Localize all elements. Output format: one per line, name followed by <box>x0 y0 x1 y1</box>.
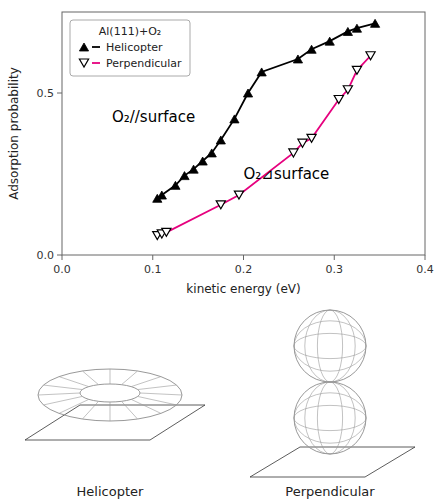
x-tick-label: 0.2 <box>235 263 253 276</box>
sphere-outline <box>294 382 366 454</box>
data-point <box>257 68 266 76</box>
plot-frame <box>62 12 425 255</box>
legend-label: Perpendicular <box>106 57 182 70</box>
data-point <box>171 181 180 189</box>
data-point <box>352 24 361 32</box>
y-tick-label: 0.0 <box>37 249 55 262</box>
data-point <box>207 149 216 157</box>
illustration-caption: Helicopter <box>77 484 144 499</box>
x-tick <box>334 255 335 260</box>
data-point <box>343 86 352 94</box>
data-point <box>157 191 166 199</box>
y-tick <box>57 93 62 94</box>
data-point <box>216 201 225 209</box>
data-point <box>189 165 198 173</box>
data-point <box>230 115 239 123</box>
x-tick <box>243 255 244 260</box>
x-tick-label: 0.4 <box>416 263 434 276</box>
data-point <box>162 228 171 236</box>
data-point <box>366 52 375 60</box>
data-point <box>307 134 316 142</box>
torus-mesh <box>131 399 161 413</box>
data-point <box>307 45 316 53</box>
torus-hole <box>80 384 140 402</box>
x-tick-label: 0.1 <box>144 263 162 276</box>
sphere-outline <box>294 310 366 382</box>
x-tick-label: 0.0 <box>53 263 71 276</box>
series-line <box>157 56 370 236</box>
illustration-caption: Perpendicular <box>285 484 375 499</box>
data-point <box>180 172 189 180</box>
sphere-mesh <box>305 310 355 382</box>
y-tick <box>57 255 62 256</box>
torus-mesh <box>131 377 161 387</box>
torus-mesh <box>38 393 80 395</box>
x-tick <box>425 255 426 260</box>
legend-line <box>92 46 100 48</box>
x-tick <box>152 255 153 260</box>
legend: Al(111)+O₂ Helicopter Perpendicular <box>70 20 190 76</box>
legend-label: Helicopter <box>106 41 163 54</box>
sphere-mesh <box>305 382 355 454</box>
x-axis-label: kinetic energy (eV) <box>186 282 300 296</box>
y-tick-label: 0.5 <box>37 87 55 100</box>
y-axis-label: Adsorption probability <box>7 67 21 200</box>
floor <box>250 447 415 477</box>
data-point <box>352 66 361 74</box>
data-point <box>334 95 343 103</box>
legend-title: Al(111)+O₂ <box>99 25 161 38</box>
data-point <box>293 55 302 63</box>
data-point <box>325 37 334 45</box>
x-tick-label: 0.3 <box>326 263 344 276</box>
x-tick <box>62 255 63 260</box>
torus-mesh <box>121 401 137 419</box>
data-point <box>216 136 225 144</box>
torus-mesh <box>59 377 89 387</box>
torus-mesh <box>140 393 182 395</box>
torus-mesh <box>138 396 177 405</box>
torus-mesh <box>82 371 98 385</box>
chart: 0.0 0.1 0.2 0.3 0.4 0.0 0.5 kinetic energy (eV)… <box>0 0 440 504</box>
torus-mesh <box>110 402 111 421</box>
data-point <box>298 139 307 147</box>
data-point <box>343 27 352 35</box>
torus-mesh <box>110 369 111 384</box>
annotation: O₂//surface <box>112 108 195 126</box>
torus-mesh <box>59 399 89 413</box>
legend-symbol <box>79 43 88 51</box>
torus-mesh <box>43 385 82 390</box>
data-point <box>289 149 298 157</box>
illustrations: Helicopter Perpendicular <box>25 310 415 499</box>
torus-mesh <box>121 371 137 385</box>
torus-mesh <box>82 401 98 419</box>
legend-line <box>92 62 100 64</box>
legend-box <box>70 20 190 76</box>
legend-symbol <box>79 59 88 67</box>
data-point <box>243 89 252 97</box>
data-point <box>198 157 207 165</box>
torus-mesh <box>43 396 82 405</box>
annotation: O₂⊿surface <box>244 165 330 183</box>
data-point <box>234 191 243 199</box>
data-point <box>370 19 379 27</box>
torus-outline <box>38 369 182 421</box>
torus-mesh <box>138 385 177 390</box>
